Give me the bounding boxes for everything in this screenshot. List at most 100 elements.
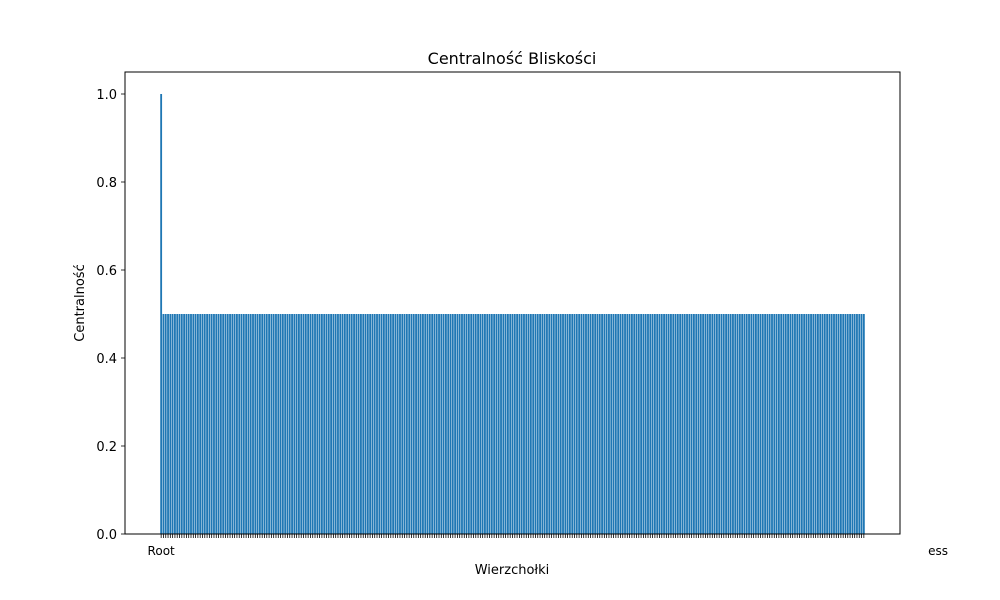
bar	[525, 314, 528, 534]
bar	[777, 314, 780, 534]
bar	[348, 314, 351, 534]
bar	[238, 314, 241, 534]
bar	[709, 314, 711, 534]
bar	[568, 314, 571, 534]
bar	[449, 314, 452, 534]
bar	[389, 314, 392, 534]
bar	[759, 314, 762, 534]
bar	[626, 314, 629, 534]
bar	[688, 314, 691, 534]
bar	[585, 314, 587, 534]
bar	[679, 314, 682, 534]
bar	[741, 314, 744, 534]
bar	[343, 314, 346, 534]
bar	[272, 314, 275, 534]
bar	[164, 314, 167, 534]
bar	[862, 314, 865, 534]
x-tick-label-last: ess	[928, 544, 948, 558]
bar	[534, 314, 537, 534]
bar	[856, 314, 858, 534]
bar	[817, 314, 819, 534]
bar	[589, 314, 592, 534]
bar	[523, 314, 525, 534]
bar	[748, 314, 750, 534]
bar	[355, 314, 358, 534]
bar	[624, 314, 626, 534]
bar	[823, 314, 826, 534]
bar	[291, 314, 293, 534]
bar	[451, 314, 454, 534]
bar	[697, 314, 700, 534]
bar	[309, 314, 312, 534]
bar	[791, 314, 794, 534]
bar	[242, 314, 245, 534]
bar	[782, 314, 785, 534]
bar	[162, 314, 165, 534]
bar	[194, 314, 197, 534]
bar	[252, 314, 254, 534]
bar	[424, 314, 427, 534]
y-tick-label: 0.6	[96, 264, 117, 279]
bars-group	[160, 94, 865, 534]
bar	[713, 314, 716, 534]
bar	[702, 314, 705, 534]
bar	[690, 314, 693, 534]
bar	[598, 314, 601, 534]
bar	[415, 314, 417, 534]
bar	[376, 314, 378, 534]
bar	[846, 314, 849, 534]
bar	[256, 314, 259, 534]
bar	[323, 314, 326, 534]
bar	[826, 314, 829, 534]
bar	[729, 314, 732, 534]
bar	[658, 314, 661, 534]
bar	[614, 314, 617, 534]
bar	[185, 314, 188, 534]
bar	[794, 314, 796, 534]
bar	[236, 314, 238, 534]
bar	[603, 314, 606, 534]
bar	[532, 314, 535, 534]
bar	[819, 314, 822, 534]
bar	[578, 314, 581, 534]
bar	[380, 314, 383, 534]
bar	[229, 314, 231, 534]
bar	[316, 314, 319, 534]
bar	[552, 314, 555, 534]
bar	[279, 314, 282, 534]
bar	[298, 314, 300, 534]
bar	[543, 314, 546, 534]
bar	[378, 314, 381, 534]
bar	[302, 314, 305, 534]
bar	[715, 314, 718, 534]
bar	[428, 314, 431, 534]
bar	[766, 314, 769, 534]
bar	[637, 314, 640, 534]
bar	[653, 314, 656, 534]
bar	[610, 314, 613, 534]
bar	[438, 314, 440, 534]
bar	[488, 314, 491, 534]
bar	[562, 314, 564, 534]
bar	[559, 314, 562, 534]
bar	[500, 314, 502, 534]
bar	[807, 314, 810, 534]
bar	[311, 314, 314, 534]
bar	[605, 314, 608, 534]
bar	[215, 314, 218, 534]
bar	[780, 314, 783, 534]
bar	[410, 314, 413, 534]
bar	[369, 314, 372, 534]
bar	[217, 314, 220, 534]
bar	[472, 314, 475, 534]
bar	[516, 314, 519, 534]
bar	[860, 314, 863, 534]
bar	[169, 314, 172, 534]
bar	[695, 314, 698, 534]
bar	[222, 314, 225, 534]
bar	[467, 314, 470, 534]
bar	[771, 314, 773, 534]
bar	[167, 314, 169, 534]
bar	[431, 314, 434, 534]
